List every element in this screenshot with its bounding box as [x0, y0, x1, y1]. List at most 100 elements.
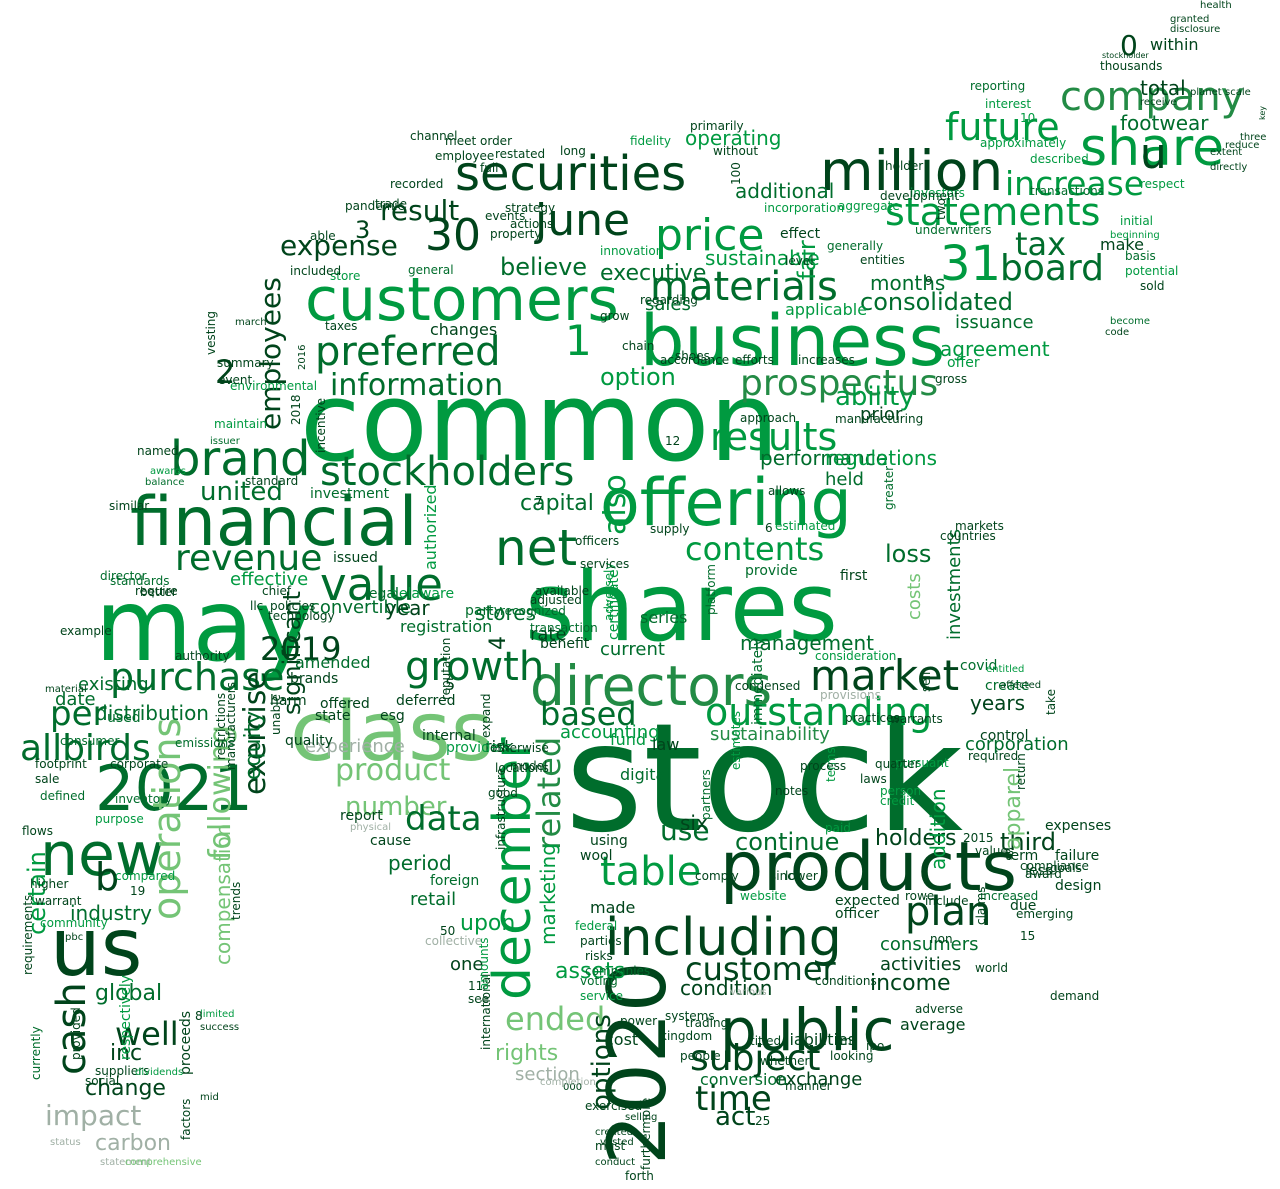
word-board: board [1000, 248, 1104, 289]
word-conversion: conversion [700, 1070, 787, 1089]
word-income: income [870, 971, 951, 996]
word-prospectus: prospectus [740, 363, 938, 404]
word-inventory: inventory [115, 792, 172, 806]
word-beginning: beginning [1110, 230, 1160, 241]
word-retail: retail [410, 889, 456, 910]
word-related: related [530, 737, 568, 850]
word-also: also [598, 474, 633, 535]
word-balance: balance [145, 477, 184, 488]
word-sell: sell [919, 672, 933, 692]
word-reporting: reporting [970, 79, 1025, 93]
word-risk: risk [485, 737, 514, 756]
word-increased: increased [980, 889, 1038, 903]
word-scale: scale [1225, 87, 1251, 98]
word-2015: 2015 [963, 831, 994, 845]
word-rowe: rowe [905, 889, 934, 903]
word-immediately: immediately [750, 638, 766, 725]
word-31: 31 [940, 236, 1001, 292]
word-expected: expected [835, 893, 900, 909]
word-planet: planet [1190, 87, 1222, 98]
word-options: options [587, 1014, 617, 1110]
word-adjusted: adjusted [530, 593, 582, 607]
word-code: code [1105, 327, 1129, 338]
word-transaction: transaction [530, 621, 598, 635]
word-3: 3 [355, 216, 370, 244]
word-impact: impact [45, 1099, 141, 1132]
word-law: law [652, 735, 679, 754]
word-2020: 2020 [591, 961, 684, 1165]
word-entities: entities [860, 253, 905, 267]
word-stores: stores [475, 601, 536, 625]
word-federal: federal [575, 919, 617, 933]
word-months: months [870, 271, 945, 295]
word-without: without [713, 144, 758, 158]
word-products: products [720, 828, 1017, 907]
word-selling: selling [625, 1112, 657, 1123]
word-costs: costs [904, 573, 925, 620]
word-new: new [40, 820, 164, 890]
word-level: level [785, 254, 814, 268]
word-kingdom: kingdom [660, 1029, 712, 1043]
word-reduce: reduce [1225, 140, 1259, 151]
word-price: price [655, 210, 765, 261]
word-series: series [640, 608, 687, 627]
word-data: data [405, 799, 482, 839]
word-incentive: incentive [314, 398, 328, 453]
word-management: management [740, 631, 874, 655]
word-potential: potential [1125, 264, 1178, 278]
word-estimates: estimates [729, 711, 743, 770]
word-cost: cost [605, 1030, 638, 1049]
word-table: table [600, 849, 701, 895]
word-include: include [925, 894, 968, 908]
word-directly: directly [1210, 162, 1247, 173]
word-estimated: estimated [775, 519, 835, 533]
word-entitled: entitled [986, 664, 1024, 675]
word-initial: initial [1120, 214, 1153, 228]
word-liabilities: liabilities [785, 1030, 856, 1049]
word-wool: wool [580, 848, 612, 864]
word-manner: manner [785, 1079, 832, 1093]
word-environmental: environmental [230, 379, 317, 393]
word-cause: cause [370, 833, 411, 849]
word-result: result [380, 194, 459, 227]
word-service: service [580, 989, 623, 1003]
word-first: first [840, 568, 868, 584]
word-stock: stock [565, 692, 963, 866]
word-sold: sold [1140, 279, 1165, 293]
word-exercised: exercised [585, 1099, 642, 1113]
word-markets: markets [955, 519, 1004, 533]
word-significant: significant [278, 591, 306, 715]
word-executive: executive [600, 261, 706, 286]
word-companies: companies [585, 964, 650, 978]
word-net: net [495, 519, 577, 577]
word-50: 50 [440, 924, 455, 938]
word-required: required [968, 749, 1018, 763]
word-efforts: efforts [735, 353, 774, 367]
word-amended: amended [295, 653, 371, 672]
word-customers: customers [305, 265, 619, 335]
word-footprint: footprint [35, 757, 87, 771]
word-certificate: certificate [606, 569, 622, 640]
word-paid: paid [825, 821, 851, 835]
word-conduct: conduct [595, 1157, 635, 1168]
word-manufacturers: manufacturers [224, 682, 238, 770]
word-return: return [1014, 753, 1028, 790]
word-outstanding: outstanding [705, 690, 932, 734]
word-continue: continue [735, 828, 839, 856]
word-common: common [300, 358, 779, 486]
word-plan: plan [905, 889, 991, 935]
word-collective: collective [425, 934, 482, 948]
word-covid: covid [960, 658, 997, 674]
word-underwriters: underwriters [915, 223, 992, 237]
word-june: june [534, 195, 630, 246]
word-manufacturing: manufacturing [835, 412, 923, 426]
word-8: 8 [195, 1009, 203, 1023]
word-locations: locations [495, 761, 549, 775]
word-b: b [95, 855, 119, 899]
word-ipo: ipo [866, 1039, 884, 1053]
word-investments: investments [944, 529, 965, 640]
word-control: control [980, 728, 1029, 744]
word-looking: looking [830, 1049, 874, 1063]
